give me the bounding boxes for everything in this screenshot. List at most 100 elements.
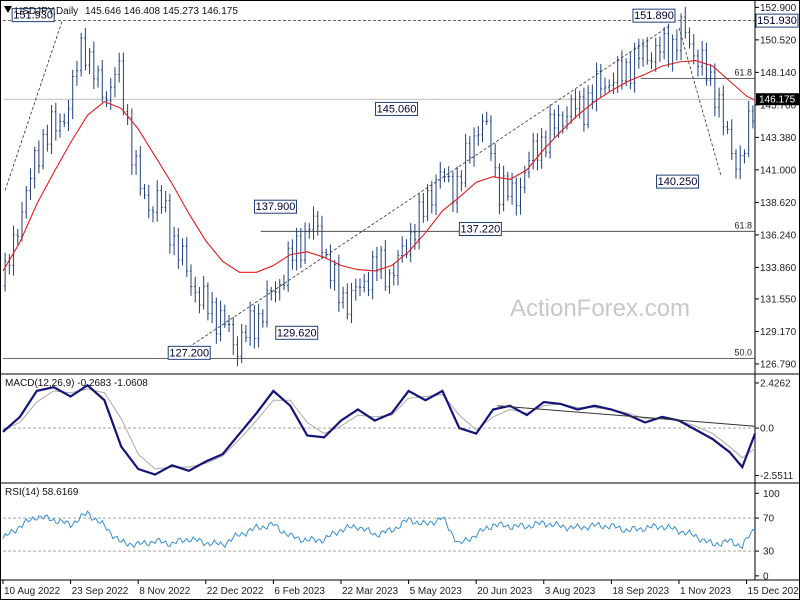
candle [139, 146, 142, 196]
candle [468, 135, 472, 164]
candle [253, 305, 256, 349]
rsi-tick-label: 0 [763, 571, 769, 582]
candle [667, 23, 670, 68]
candle [172, 226, 176, 256]
candle [709, 63, 712, 86]
candle [553, 109, 556, 138]
candle [63, 113, 66, 128]
candle [122, 52, 125, 116]
candle [493, 143, 497, 178]
label-box [167, 345, 211, 360]
price-tick-label: 138.620 [760, 198, 797, 209]
candle [751, 105, 755, 129]
candle [41, 129, 45, 170]
candle [498, 163, 501, 215]
label-value: 137.220 [460, 224, 500, 236]
candle [240, 323, 243, 364]
candle [312, 206, 315, 240]
rsi-title: RSI(14) 58.6169 [5, 487, 79, 498]
candle [67, 99, 70, 132]
label-value: 127.200 [169, 347, 209, 359]
ohlc-values: 145.646 146.408 145.273 146.175 [85, 6, 238, 17]
candle [591, 84, 594, 110]
candle [536, 133, 539, 171]
price-level-label: 140.250 [656, 174, 700, 189]
candle [341, 286, 345, 309]
candle [422, 192, 425, 223]
candle [92, 41, 96, 89]
candle [189, 264, 193, 296]
rsi-tick-label: 30 [763, 547, 775, 558]
candle [515, 177, 518, 216]
date-tick-label: 8 Nov 2022 [139, 586, 191, 597]
candle [282, 274, 286, 291]
candle [620, 50, 624, 90]
label-value: 140.250 [658, 176, 698, 188]
date-tick-label: 6 Feb 2023 [274, 586, 325, 597]
candle [236, 336, 239, 367]
macd-line [2, 383, 757, 476]
fib-level-label: 50.0 [734, 347, 752, 357]
candle [722, 85, 725, 136]
candle [396, 249, 400, 286]
label-box [632, 8, 676, 23]
candle [164, 190, 167, 213]
candle [37, 140, 41, 174]
candle [168, 193, 172, 254]
rsi-tick-label: 100 [763, 489, 780, 500]
candle [574, 89, 577, 119]
candle [354, 278, 357, 301]
moving-average [2, 60, 756, 273]
candle [84, 27, 87, 71]
candle [430, 180, 434, 214]
candle [388, 269, 391, 294]
candle [143, 183, 146, 200]
candle [481, 114, 484, 143]
candle [654, 37, 657, 72]
candle [346, 283, 349, 320]
candle [156, 180, 159, 222]
watermark: ActionForex.com [510, 295, 690, 322]
candle [151, 206, 155, 223]
rsi-axis: 100 70 30 0 [755, 489, 780, 582]
candle [358, 278, 362, 297]
candle [544, 130, 548, 158]
price-annotations: 151.930 151.890 137.900 145.060 137.220 129.6… [4, 8, 799, 360]
candle [696, 49, 700, 77]
candle [519, 177, 522, 215]
candle [299, 228, 303, 269]
candle [130, 108, 134, 175]
candle [557, 104, 560, 138]
candle [177, 227, 180, 270]
label-box [656, 174, 700, 189]
candle [532, 132, 535, 170]
candle [629, 52, 632, 90]
candle [371, 250, 374, 300]
macd-axis: 2.4262 0.0 -2.5511 [755, 378, 794, 482]
price-candles [3, 6, 755, 367]
price-level-label: 137.900 [253, 199, 297, 214]
price-level-label: 145.060 [374, 101, 418, 116]
date-axis: 10 Aug 2022 23 Sep 2022 8 Nov 2022 22 Dec 2… [2, 580, 800, 597]
candle [202, 275, 205, 310]
candle [730, 119, 733, 161]
candle [548, 104, 552, 159]
candle [320, 215, 324, 260]
price-level-label: 151.930 [755, 13, 799, 28]
candle [227, 315, 231, 333]
macd-tick-label: 0.0 [760, 424, 774, 435]
candle [717, 87, 721, 118]
date-tick-label: 20 Jun 2023 [477, 586, 532, 597]
candle [160, 185, 163, 214]
candle [16, 228, 19, 246]
candle [637, 38, 641, 69]
candle [363, 274, 366, 293]
candle [608, 79, 611, 93]
candle [633, 42, 636, 93]
collapse-arrow-icon[interactable] [4, 6, 12, 13]
label-box [253, 199, 297, 214]
label-value: 137.900 [256, 201, 296, 213]
candle [662, 27, 666, 60]
